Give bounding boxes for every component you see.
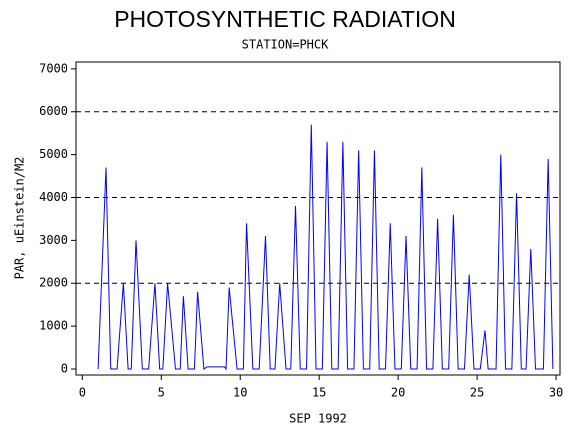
- x-tick-label: 25: [470, 386, 484, 400]
- x-tick-label: 10: [233, 386, 247, 400]
- plot-frame: [75, 61, 561, 376]
- y-tick-label: 1000: [39, 319, 68, 333]
- x-tick-label: 0: [79, 386, 86, 400]
- y-axis-label: PAR, uEinstein/M2: [13, 157, 27, 280]
- y-tick-label: 0: [61, 361, 68, 375]
- x-tick-label: 30: [549, 386, 563, 400]
- y-tick-label: 2000: [39, 276, 68, 290]
- x-tick-label: 20: [391, 386, 405, 400]
- y-tick-label: 7000: [39, 61, 68, 75]
- x-tick-label: 5: [158, 386, 165, 400]
- y-tick-label: 5000: [39, 147, 68, 161]
- y-tick-label: 4000: [39, 190, 68, 204]
- data-line: [97, 124, 554, 371]
- chart-subtitle: STATION=PHCK: [242, 38, 329, 52]
- y-tick-label: 6000: [39, 104, 68, 118]
- x-axis-label: SEP 1992: [289, 412, 347, 426]
- y-tick-label: 3000: [39, 233, 68, 247]
- chart-title: PHOTOSYNTHETIC RADIATION: [114, 6, 456, 32]
- x-tick-label: 15: [312, 386, 326, 400]
